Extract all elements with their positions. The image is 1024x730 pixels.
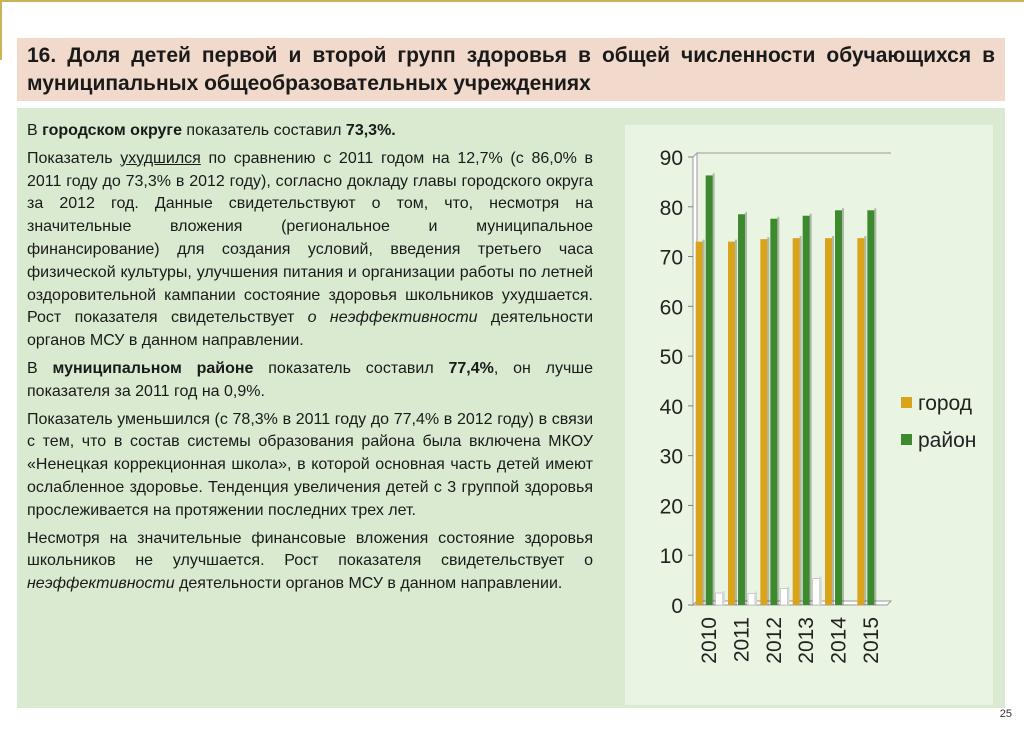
frame-left-line <box>0 0 2 60</box>
p3-text-c: показатель составил <box>253 359 449 377</box>
bar-side-район-2011 <box>745 212 747 605</box>
x-tick-label-2010: 2010 <box>698 617 721 664</box>
x-tick-label-2015: 2015 <box>860 617 883 664</box>
bar-side-город-2010 <box>702 239 705 605</box>
bar-город-2010 <box>695 241 703 605</box>
y-tick-label: 50 <box>660 346 683 369</box>
bar-side-район-2010 <box>712 173 715 605</box>
bar-side-город-2015 <box>864 236 867 605</box>
x-tick-label-2012: 2012 <box>763 617 786 664</box>
p3-text-e: , он лучше показателя за 2011 год на 0,9… <box>27 359 594 400</box>
paragraph-city: В городском округе показатель составил 7… <box>27 120 593 143</box>
y-tick-label: 80 <box>660 197 683 220</box>
bar-side-район-2014 <box>842 208 844 606</box>
p1-text-c: показатель составил <box>181 122 346 139</box>
paragraph-conclusion: Несмотря на значительные финансовые влож… <box>27 528 593 596</box>
paragraph-district-details: Показатель уменьшился (с 78,3% в 2011 го… <box>27 410 593 519</box>
bar-район-2013 <box>802 215 810 605</box>
p5-italic: неэффективности <box>27 575 175 593</box>
bar-series-3-2011 <box>747 593 756 606</box>
bar-series-3-2012 <box>779 588 788 606</box>
y-tick-label: 90 <box>660 147 683 170</box>
y-tick-label: 0 <box>671 595 683 618</box>
p3-district-value: 77,4% <box>448 359 494 377</box>
bar-side-series-3-2011 <box>755 591 757 605</box>
y-tick-label: 10 <box>660 545 683 568</box>
bar-район-2015 <box>867 210 875 606</box>
paragraph-city-details: Показатель ухудшился по сравнению с 2011… <box>27 148 593 353</box>
p2-italic: о неэффективности <box>307 309 478 327</box>
bar-side-город-2014 <box>832 236 834 605</box>
content-panel: В городском округе показатель составил 7… <box>17 108 1005 708</box>
bar-город-2014 <box>825 238 832 605</box>
bar-район-2010 <box>705 175 713 605</box>
y-tick-label: 40 <box>660 396 683 419</box>
text-column: В городском округе показатель составил 7… <box>27 120 593 601</box>
p2-text-c: деятельности органов МСУ в данном направ… <box>27 309 593 350</box>
p2-text-b: по сравнению с 2011 годом на 12,7% (с 86… <box>27 149 594 327</box>
p1-text-a: В <box>27 122 43 139</box>
p2-text-a: Показатель <box>27 149 121 167</box>
bar-side-series-3-2013 <box>819 576 822 605</box>
bar-город-2011 <box>728 241 735 605</box>
legend-swatch-район <box>901 434 912 445</box>
chart-panel: 0 10 20 30 40 50 60 70 80 90 2010 2011 2012 2013 2014 2… <box>625 125 993 705</box>
p3-text-a: В <box>27 359 53 377</box>
y-tick-label: 30 <box>660 446 683 469</box>
x-tick-label-2013: 2013 <box>795 617 818 664</box>
bar-series-3-2013 <box>812 578 821 606</box>
p2-underlined: ухудшился <box>120 149 201 167</box>
title-banner: 16. Доля детей первой и второй групп здо… <box>17 38 1005 101</box>
y-tick-label: 20 <box>660 495 683 518</box>
legend-swatch-город <box>901 397 912 408</box>
p3-district-label: муниципальном районе <box>52 359 254 377</box>
frame-top-line <box>0 0 1024 2</box>
p1-city-label: городском округе <box>42 122 182 139</box>
slide-title: 16. Доля детей первой и второй групп здо… <box>27 44 995 95</box>
bar-series-3-2010 <box>715 592 724 606</box>
bar-город-2013 <box>792 238 800 605</box>
p5-text-a: Несмотря на значительные финансовые влож… <box>27 529 593 570</box>
bar-side-город-2013 <box>799 236 802 605</box>
x-tick-label-2011: 2011 <box>731 617 754 662</box>
bar-район-2011 <box>738 214 745 605</box>
legend-label-район: район <box>918 429 976 452</box>
p5-text-b: деятельности органов МСУ в данном направ… <box>174 575 563 593</box>
bar-side-город-2012 <box>767 237 770 605</box>
bar-side-район-2015 <box>874 208 877 606</box>
bar-side-район-2012 <box>777 216 780 606</box>
bar-район-2012 <box>770 218 778 606</box>
bar-город-2012 <box>760 239 768 605</box>
bar-side-город-2011 <box>735 239 737 605</box>
bar-chart: 0 10 20 30 40 50 60 70 80 90 2010 2011 2012 2013 2014 2… <box>660 147 977 664</box>
bar-side-series-3-2010 <box>722 591 725 605</box>
bar-район-2014 <box>835 210 842 606</box>
legend-label-город: город <box>918 392 972 415</box>
bar-side-series-3-2012 <box>787 586 790 605</box>
bar-side-район-2013 <box>809 213 812 605</box>
y-tick-label: 60 <box>660 296 683 319</box>
paragraph-district: В муниципальном районе показатель состав… <box>27 358 593 404</box>
p1-city-value: 73,3%. <box>345 122 396 139</box>
x-tick-label-2014: 2014 <box>828 617 851 664</box>
y-tick-label: 70 <box>660 247 683 270</box>
bar-город-2015 <box>857 238 865 605</box>
page-number: 25 <box>999 708 1012 720</box>
